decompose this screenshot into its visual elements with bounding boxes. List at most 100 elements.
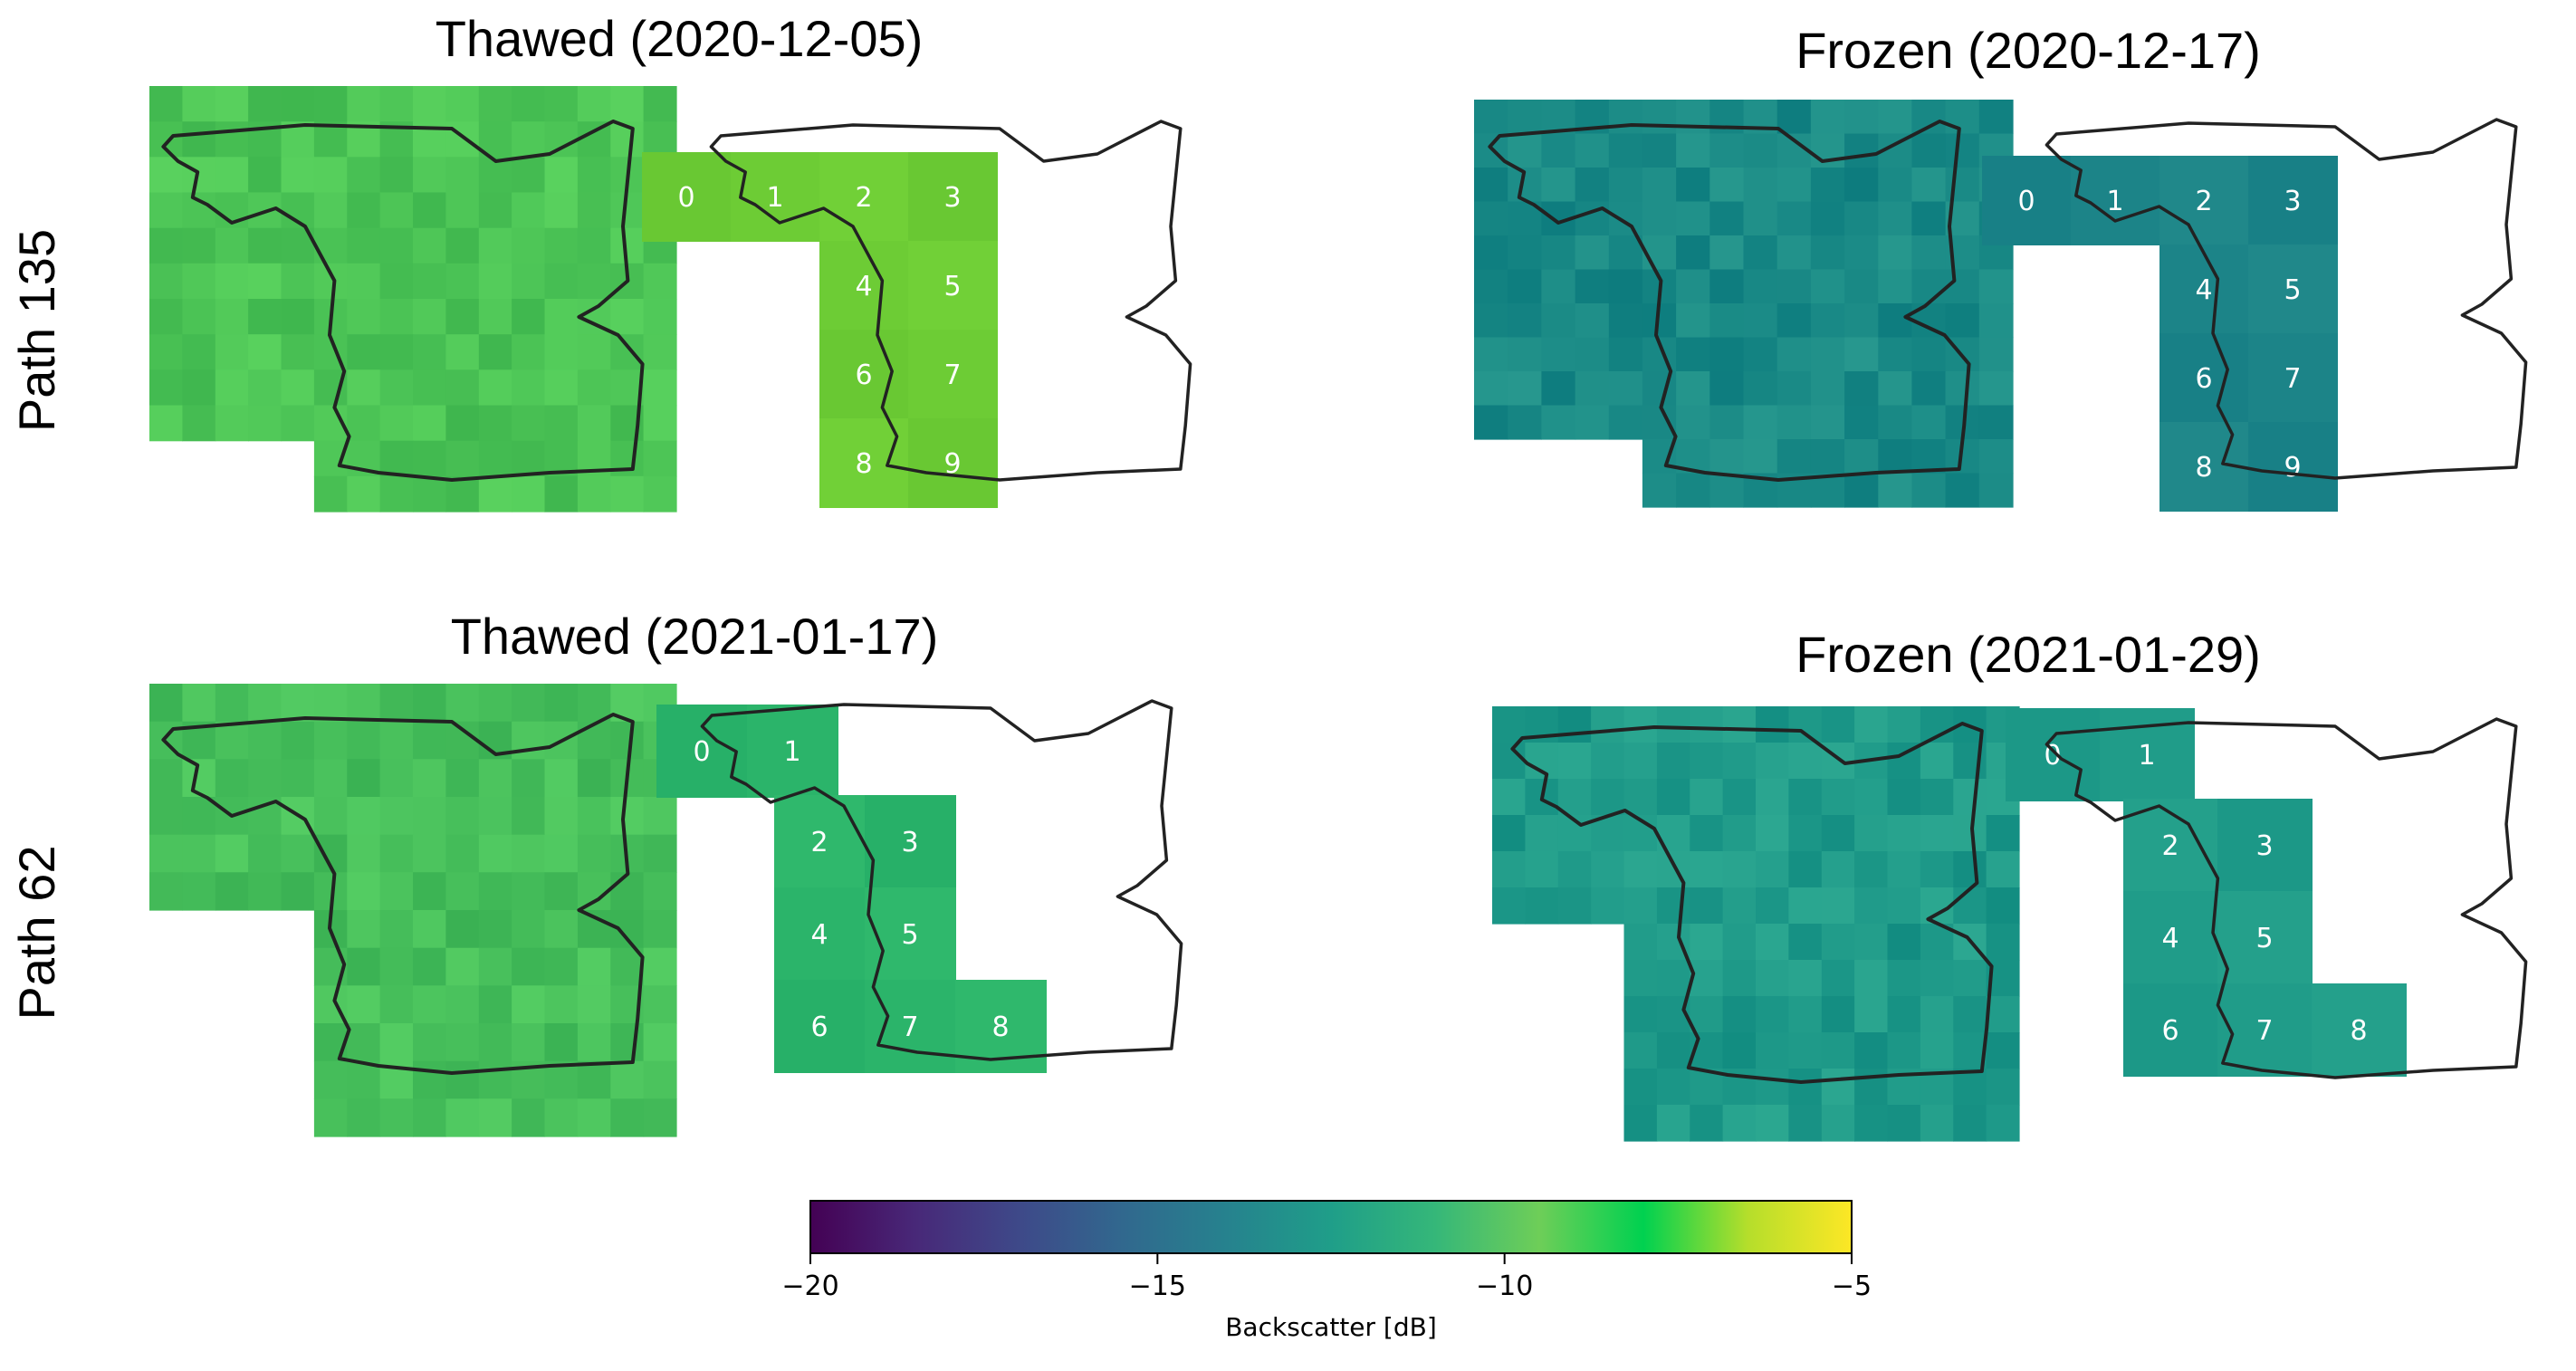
- raster-pixel: [478, 1023, 512, 1062]
- raster-pixel: [544, 369, 579, 407]
- raster-pixel: [512, 759, 546, 798]
- grid-cell: [747, 705, 838, 798]
- raster-pixel: [379, 1098, 414, 1137]
- panel-title-frozen-2020: Frozen (2020-12-17): [1796, 22, 2261, 79]
- raster-pixel: [182, 334, 216, 370]
- colorbar: −20 −15 −10 −5 Backscatter [dB]: [781, 1200, 1872, 1342]
- raster-pixel: [1676, 133, 1710, 168]
- raster-pixel: [149, 369, 183, 407]
- raster-pixel: [1945, 269, 1980, 304]
- raster-pixel: [413, 1060, 446, 1099]
- panel-title-thawed-2021: Thawed (2021-01-17): [451, 608, 939, 665]
- raster-pixel: [478, 369, 512, 407]
- raster-pixel: [1844, 439, 1879, 475]
- raster-pixel: [1541, 371, 1576, 407]
- grid-cell: [2248, 422, 2338, 512]
- raster-pixel: [1776, 439, 1812, 475]
- grid-cell: [2217, 891, 2313, 984]
- grid-cell-label: 7: [901, 1011, 918, 1043]
- raster-pixel: [1887, 1032, 1921, 1069]
- grid-cell: [2312, 983, 2407, 1077]
- raster-pixel: [478, 475, 512, 513]
- raster-pixel: [281, 369, 315, 407]
- grid-cell: [2159, 333, 2249, 423]
- raster-pixel: [1508, 371, 1542, 407]
- raster-pixel: [577, 192, 611, 229]
- raster-pixel: [413, 263, 446, 300]
- raster-pixel: [413, 192, 446, 229]
- raster-pixel: [1953, 851, 1987, 888]
- raster-pixel: [1575, 371, 1610, 407]
- raster-pixel: [643, 263, 677, 300]
- raster-pixel: [1844, 269, 1879, 304]
- raster-pixel: [1608, 133, 1643, 168]
- raster-pixel: [1821, 1032, 1855, 1069]
- grid-cell-label: 5: [2284, 274, 2301, 306]
- raster-pixel: [610, 86, 645, 122]
- raster-pixel: [1642, 405, 1677, 440]
- raster-pixel: [478, 797, 512, 836]
- raster-pixel: [182, 192, 216, 229]
- raster-pixel: [1810, 371, 1845, 407]
- raster-pixel: [379, 910, 414, 949]
- raster-pixel: [1541, 235, 1576, 271]
- cell-grid: 0 1 2 3 4 5 6 7 8 9: [642, 152, 998, 508]
- raster-pixel: [313, 192, 348, 229]
- raster-pixel: [413, 797, 446, 836]
- raster-pixel: [347, 721, 381, 760]
- raster-pixel: [1788, 960, 1823, 997]
- raster-pixel: [1810, 133, 1845, 168]
- raster-pixel: [1474, 168, 1508, 203]
- raster-pixel: [1608, 269, 1643, 304]
- raster-pixel: [1878, 201, 1913, 236]
- raster-pixel: [544, 405, 579, 442]
- raster-pixel: [1623, 779, 1658, 816]
- grid-cell: [1982, 156, 2072, 245]
- raster-pixel: [413, 721, 446, 760]
- raster-pixel: [1474, 269, 1508, 304]
- raster-pixel: [1756, 743, 1789, 780]
- raster-pixel: [1854, 887, 1889, 925]
- raster-pixel: [1945, 303, 1980, 339]
- raster-pixel: [577, 684, 611, 723]
- raster-pixel: [1756, 815, 1789, 852]
- raster-pixel: [1844, 201, 1879, 236]
- raster-pixel: [445, 985, 480, 1024]
- raster-pixel: [1541, 133, 1576, 168]
- raster-pixel: [445, 759, 480, 798]
- raster-pixel: [1986, 996, 2020, 1033]
- raster-pixel: [248, 684, 282, 723]
- raster-pixel: [1690, 924, 1724, 961]
- raster-pixel: [379, 721, 414, 760]
- raster-pixel: [1776, 371, 1812, 407]
- raster-pixel: [1525, 851, 1559, 888]
- raster-pixel: [1623, 960, 1658, 997]
- raster-pixel: [1474, 100, 1508, 135]
- raster-pixel: [512, 797, 546, 836]
- raster-pixel: [347, 405, 381, 442]
- raster-pixel: [1541, 303, 1576, 339]
- raster-pixel: [1623, 1032, 1658, 1069]
- raster-pixel: [379, 227, 414, 264]
- grid-cell: [908, 152, 998, 242]
- raster-pixel: [1887, 815, 1921, 852]
- grid-cell: [2123, 891, 2218, 984]
- raster-pixel: [544, 121, 579, 158]
- raster-pixel: [313, 1060, 348, 1099]
- raster-pixel: [347, 475, 381, 513]
- grid-cell-label: 3: [2255, 830, 2273, 862]
- raster-pixel: [1623, 996, 1658, 1033]
- raster-pixel: [149, 157, 183, 194]
- raster-pixel: [1656, 887, 1690, 925]
- raster-pixel: [478, 299, 512, 335]
- raster-pixel: [1575, 337, 1610, 372]
- raster-pixel: [1887, 1105, 1921, 1142]
- raster-pixel: [215, 872, 249, 911]
- raster-pixel: [1722, 1032, 1757, 1069]
- raster-pixel: [248, 759, 282, 798]
- raster-pixel: [1887, 706, 1921, 743]
- grid-cell-label: 2: [855, 182, 872, 214]
- raster-pixel: [1743, 303, 1778, 339]
- raster-pixel: [512, 947, 546, 986]
- raster-pixel: [182, 157, 216, 194]
